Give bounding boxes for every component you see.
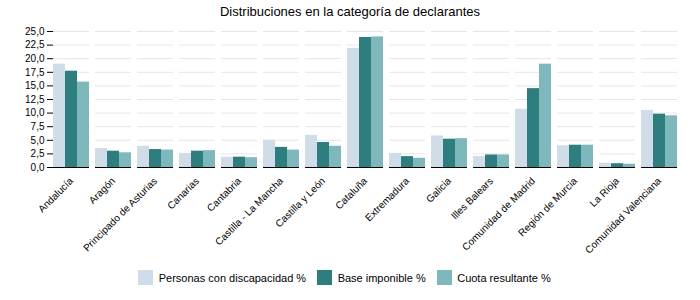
svg-text:2,5: 2,5 [31, 148, 45, 159]
svg-text:25,0: 25,0 [25, 26, 45, 37]
svg-text:22,5: 22,5 [25, 39, 45, 50]
svg-text:Canarias: Canarias [165, 175, 201, 211]
svg-text:Principado de Asturias: Principado de Asturias [81, 175, 159, 253]
svg-text:0,0: 0,0 [31, 162, 45, 173]
svg-text:10,0: 10,0 [25, 107, 45, 118]
svg-text:15,0: 15,0 [25, 80, 45, 91]
svg-text:Cantabria: Cantabria [205, 175, 244, 214]
svg-text:La Rioja: La Rioja [587, 175, 621, 209]
svg-text:Castilla - La Mancha: Castilla - La Mancha [213, 175, 286, 248]
svg-text:Comunidad de Madrid: Comunidad de Madrid [460, 175, 537, 252]
svg-text:Cataluña: Cataluña [333, 175, 369, 211]
svg-text:5,0: 5,0 [31, 135, 45, 146]
svg-text:Illes Balears: Illes Balears [449, 175, 495, 221]
svg-text:Región de Murcia: Región de Murcia [516, 175, 580, 239]
svg-text:12,5: 12,5 [25, 94, 45, 105]
html-text:Cuota resultante %: Cuota resultante % [457, 271, 551, 284]
html-text:Distribuciones en la categoría: Distribuciones en la categoría de declar… [219, 4, 481, 19]
svg-text:Andalucía: Andalucía [36, 175, 76, 215]
svg-text:Aragón: Aragón [87, 175, 118, 206]
svg-text:7,5: 7,5 [31, 121, 45, 132]
svg-text:Castilla y León: Castilla y León [273, 175, 327, 229]
svg-text:17,5: 17,5 [25, 67, 45, 78]
svg-text:20,0: 20,0 [25, 53, 45, 64]
svg-text:Extremadura: Extremadura [363, 175, 412, 224]
svg-text:Comunidad Valenciana: Comunidad Valenciana [583, 175, 664, 256]
html-text:Personas con discapacidad %: Personas con discapacidad % [158, 271, 307, 284]
svg-text:Galicia: Galicia [424, 175, 454, 205]
html-text:Base imponible %: Base imponible % [337, 271, 426, 284]
